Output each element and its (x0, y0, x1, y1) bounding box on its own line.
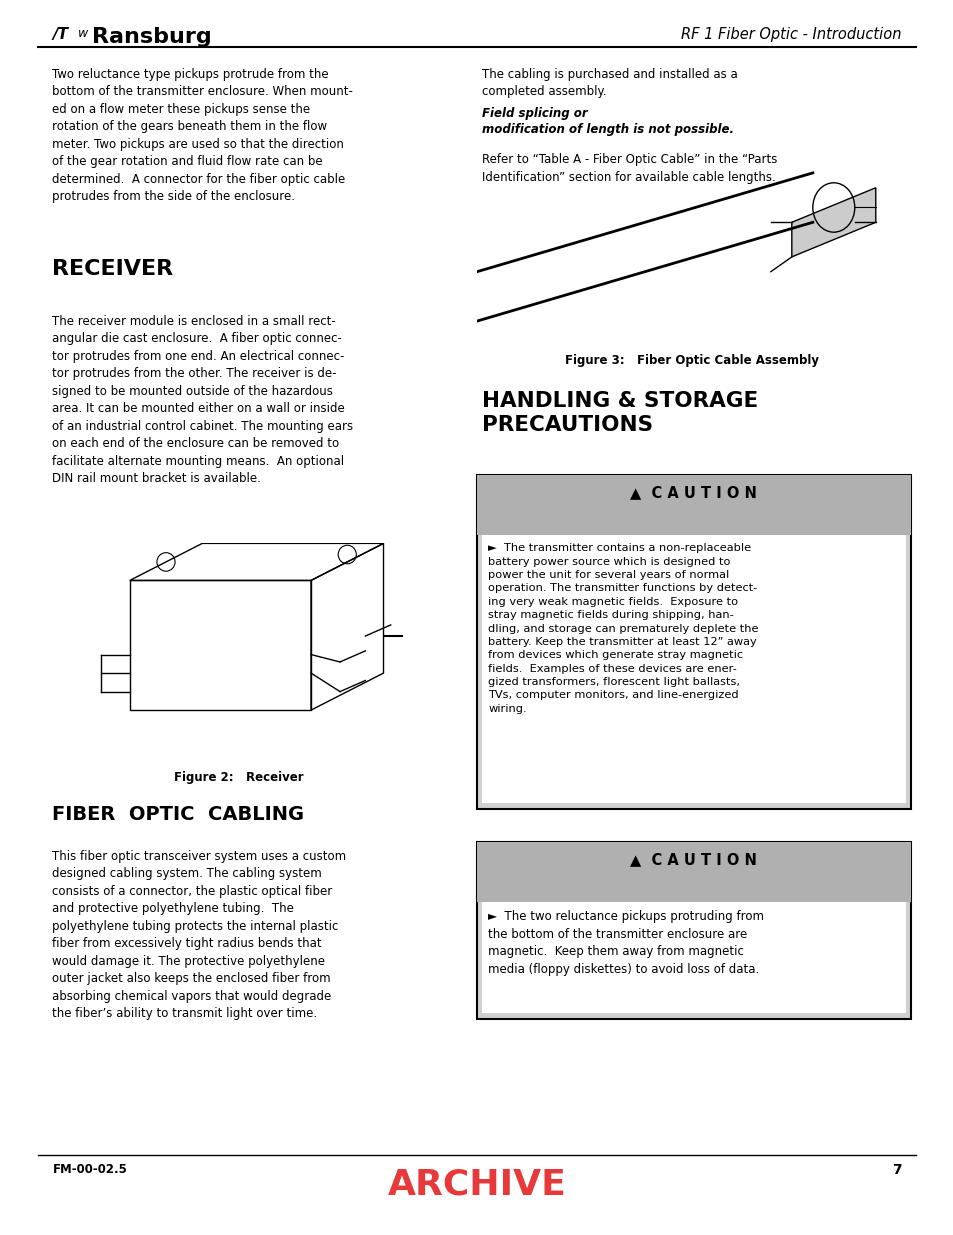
FancyBboxPatch shape (476, 842, 910, 902)
Text: The receiver module is enclosed in a small rect-
angular die cast enclosure.  A : The receiver module is enclosed in a sma… (52, 315, 354, 485)
Text: ▲  C A U T I O N: ▲ C A U T I O N (630, 485, 756, 500)
Text: RF 1 Fiber Optic - Introduction: RF 1 Fiber Optic - Introduction (680, 27, 901, 42)
Text: FM-00-02.5: FM-00-02.5 (52, 1163, 127, 1177)
Text: /T: /T (52, 27, 69, 42)
Text: This fiber optic transceiver system uses a custom
designed cabling system. The c: This fiber optic transceiver system uses… (52, 850, 346, 1020)
Text: ►  The transmitter contains a non-replaceable
battery power source which is desi: ► The transmitter contains a non-replace… (488, 543, 759, 714)
Text: Two reluctance type pickups protrude from the
bottom of the transmitter enclosur: Two reluctance type pickups protrude fro… (52, 68, 353, 204)
Text: Ransburg: Ransburg (91, 27, 212, 47)
Text: ARCHIVE: ARCHIVE (387, 1167, 566, 1202)
Text: Refer to “Table A - Fiber Optic Cable” in the “Parts
Identification” section for: Refer to “Table A - Fiber Optic Cable” i… (481, 153, 777, 184)
FancyBboxPatch shape (476, 842, 910, 1019)
Text: Field splicing or
modification of length is not possible.: Field splicing or modification of length… (481, 107, 733, 136)
Text: Figure 3:   Fiber Optic Cable Assembly: Figure 3: Fiber Optic Cable Assembly (564, 354, 818, 368)
Text: RECEIVER: RECEIVER (52, 259, 173, 279)
FancyBboxPatch shape (476, 475, 910, 809)
Text: w: w (78, 27, 89, 41)
Text: 7: 7 (891, 1163, 901, 1177)
Text: The cabling is purchased and installed as a
completed assembly.: The cabling is purchased and installed a… (481, 68, 737, 99)
Text: FIBER  OPTIC  CABLING: FIBER OPTIC CABLING (52, 805, 304, 824)
FancyBboxPatch shape (481, 535, 905, 803)
FancyBboxPatch shape (476, 475, 910, 535)
Text: ▲  C A U T I O N: ▲ C A U T I O N (630, 852, 756, 867)
FancyBboxPatch shape (481, 902, 905, 1013)
Text: HANDLING & STORAGE
PRECAUTIONS: HANDLING & STORAGE PRECAUTIONS (481, 391, 758, 435)
Text: Figure 2:   Receiver: Figure 2: Receiver (173, 771, 303, 784)
Text: ►  The two reluctance pickups protruding from
the bottom of the transmitter encl: ► The two reluctance pickups protruding … (488, 910, 763, 976)
